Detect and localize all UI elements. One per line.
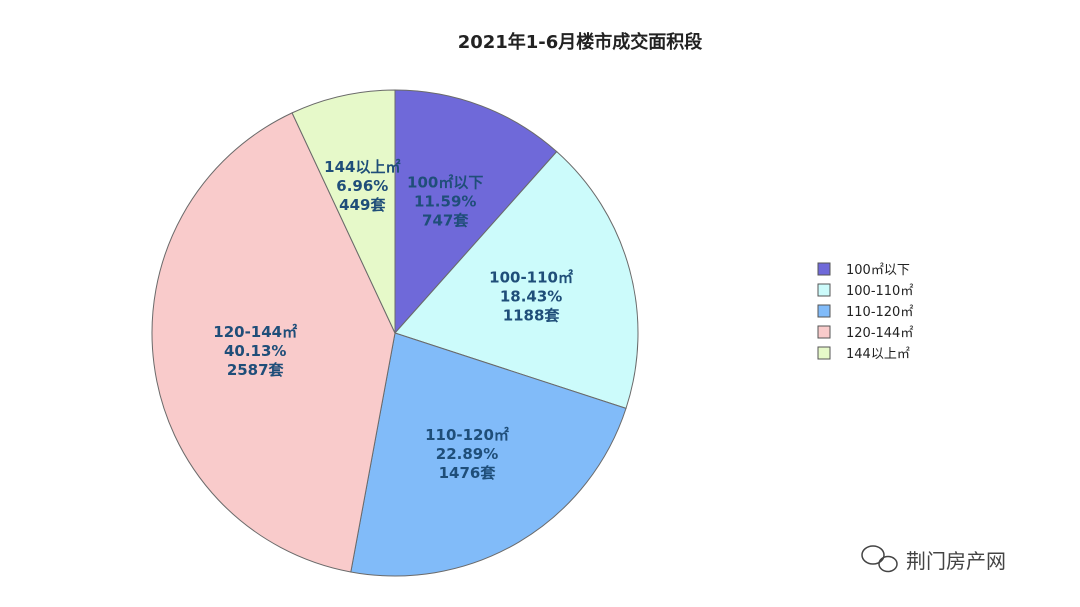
slice-label-line: 449套 <box>339 196 386 214</box>
legend-swatch <box>817 262 831 276</box>
legend: 100㎡以下 100-110㎡ 110-120㎡ 120-144㎡ 144以上㎡ <box>817 262 913 362</box>
legend-label: 120-144㎡ <box>846 326 913 341</box>
slice-label: 110-120㎡ 22.89% 1476套 <box>425 426 509 482</box>
legend-swatch <box>817 283 831 297</box>
slice-label-line: 40.13% <box>224 342 286 360</box>
slice-label: 120-144㎡ 40.13% 2587套 <box>213 323 297 379</box>
slice-label: 100㎡以下 11.59% 747套 <box>407 173 483 229</box>
pie-slice <box>151 112 396 573</box>
chart-title: 2021年1-6月楼市成交面积段 <box>458 31 704 53</box>
slice-label-line: 144以上㎡ <box>324 158 400 176</box>
slice-label-line: 18.43% <box>500 287 562 305</box>
wechat-icon <box>861 545 898 573</box>
slice-label-line: 100㎡以下 <box>407 173 483 191</box>
slice-label-line: 110-120㎡ <box>425 426 509 444</box>
pie-slice <box>394 89 558 335</box>
slice-label-line: 1476套 <box>439 464 497 482</box>
legend-swatch <box>817 346 831 360</box>
pie-slice <box>394 150 639 410</box>
slice-label-line: 6.96% <box>336 177 388 195</box>
slice-label-line: 120-144㎡ <box>213 323 297 341</box>
legend-swatch <box>817 304 831 318</box>
watermark-text: 荆门房产网 <box>906 549 1006 573</box>
pie-slices <box>151 89 639 577</box>
slice-label-line: 100-110㎡ <box>489 268 573 286</box>
slice-label: 100-110㎡ 18.43% 1188套 <box>489 268 573 324</box>
slice-label: 144以上㎡ 6.96% 449套 <box>324 158 400 214</box>
slice-label-line: 2587套 <box>227 361 285 379</box>
legend-label: 100㎡以下 <box>846 263 910 278</box>
legend-label: 144以上㎡ <box>846 347 910 362</box>
slice-label-line: 22.89% <box>436 445 498 463</box>
pie-slice <box>291 89 396 334</box>
slice-label-line: 1188套 <box>503 306 561 324</box>
pie-slice <box>350 332 627 577</box>
slice-label-line: 747套 <box>422 211 469 229</box>
legend-label: 100-110㎡ <box>846 284 913 299</box>
legend-swatch <box>817 325 831 339</box>
legend-label: 110-120㎡ <box>846 305 913 320</box>
slice-label-line: 11.59% <box>414 192 476 210</box>
watermark: 荆门房产网 <box>861 545 1006 573</box>
